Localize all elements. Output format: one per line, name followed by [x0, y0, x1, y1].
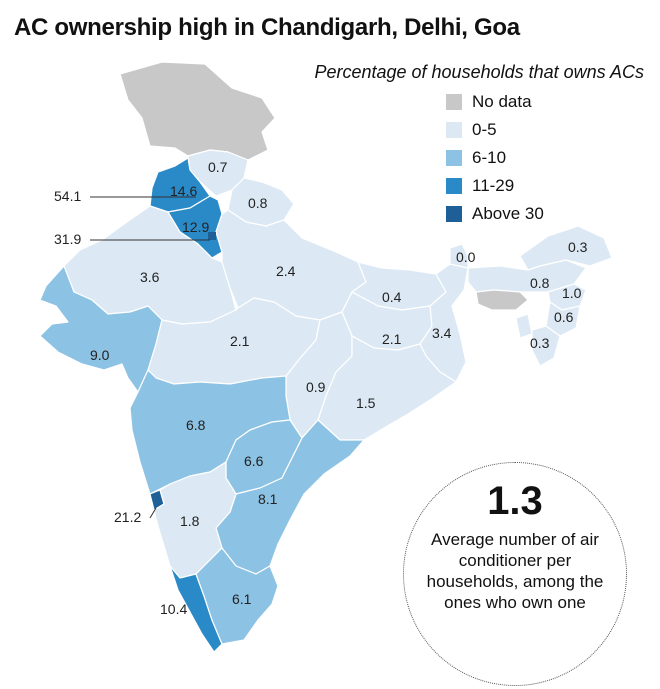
label-sikkim: 0.0	[456, 249, 476, 265]
label-nagaland: 1.0	[562, 285, 582, 301]
label-west-bengal: 3.4	[432, 325, 452, 341]
label-uttar-pradesh: 2.4	[276, 263, 296, 279]
label-goa: 21.2	[114, 509, 141, 525]
label-punjab: 14.6	[170, 183, 197, 199]
label-mizoram: 0.3	[530, 335, 550, 351]
label-karnataka: 1.8	[180, 513, 200, 529]
map-subtitle: Percentage of households that owns ACs	[314, 62, 644, 82]
label-jharkhand: 2.1	[382, 331, 402, 347]
label-manipur: 0.6	[554, 309, 574, 325]
legend-swatch-6-10	[446, 150, 462, 166]
legend-label: Above 30	[472, 204, 544, 223]
legend-label: 0-5	[472, 120, 497, 139]
legend-item-above-30: Above 30	[446, 200, 544, 228]
legend-swatch-11-29	[446, 178, 462, 194]
callout-line-goa	[149, 507, 157, 519]
label-himachal: 0.7	[208, 159, 228, 175]
legend-item-6-10: 6-10	[446, 144, 544, 172]
legend-swatch-no-data	[446, 94, 462, 110]
label-bihar: 0.4	[382, 289, 402, 305]
label-kerala: 10.4	[160, 601, 187, 617]
average-description: Average number of air conditioner per ho…	[426, 530, 604, 612]
legend-item-0-5: 0-5	[446, 116, 544, 144]
legend-label: 11-29	[472, 176, 515, 195]
label-maharashtra: 6.8	[186, 417, 206, 433]
label-assam: 0.8	[530, 275, 550, 291]
region-sikkim	[449, 243, 469, 269]
label-uttarakhand: 0.8	[248, 195, 268, 211]
legend-item-no-data: No data	[446, 88, 544, 116]
region-gujarat	[39, 265, 163, 393]
legend-label: No data	[472, 92, 532, 111]
map-title: AC ownership high in Chandigarh, Delhi, …	[14, 14, 520, 41]
label-chhattisgarh: 0.9	[306, 379, 326, 395]
region-meghalaya	[475, 289, 529, 311]
label-odisha: 1.5	[356, 395, 376, 411]
average-callout: 1.3 Average number of air conditioner pe…	[403, 462, 627, 686]
label-arunachal: 0.3	[568, 239, 588, 255]
label-rajasthan: 3.6	[140, 269, 160, 285]
region-delhi	[208, 232, 216, 240]
legend-label: 6-10	[472, 148, 507, 167]
label-andhra: 8.1	[258, 491, 278, 507]
label-madhya-pradesh: 2.1	[230, 333, 250, 349]
label-chandigarh: 54.1	[54, 188, 81, 204]
region-jammu-kashmir	[119, 61, 276, 161]
label-gujarat: 9.0	[90, 347, 110, 363]
region-odisha	[317, 335, 457, 441]
legend-item-11-29: 11-29	[446, 172, 544, 200]
label-telangana: 6.6	[244, 453, 264, 469]
legend: No data 0-5 6-10 11-29 Above 30	[446, 88, 544, 228]
label-delhi: 31.9	[54, 231, 81, 247]
label-haryana: 12.9	[182, 219, 209, 235]
legend-swatch-above-30	[446, 206, 462, 222]
legend-swatch-0-5	[446, 122, 462, 138]
average-value: 1.3	[487, 479, 543, 523]
region-tamil-nadu	[195, 547, 279, 645]
region-mizoram	[531, 325, 561, 367]
label-tamil-nadu: 6.1	[232, 591, 252, 607]
